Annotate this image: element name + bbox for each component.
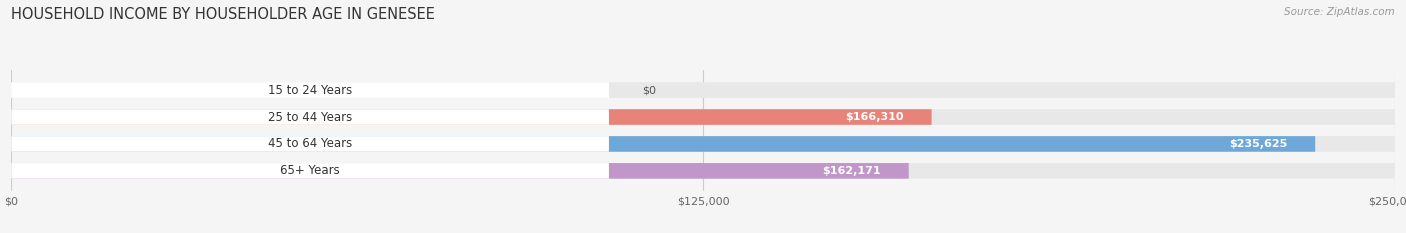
- Text: $166,310: $166,310: [845, 112, 904, 122]
- FancyBboxPatch shape: [11, 163, 609, 179]
- Text: 15 to 24 Years: 15 to 24 Years: [269, 84, 353, 97]
- FancyBboxPatch shape: [11, 82, 609, 98]
- FancyBboxPatch shape: [11, 109, 609, 125]
- Text: 65+ Years: 65+ Years: [280, 164, 340, 177]
- Text: 45 to 64 Years: 45 to 64 Years: [269, 137, 353, 151]
- FancyBboxPatch shape: [11, 163, 908, 179]
- FancyBboxPatch shape: [11, 109, 1395, 125]
- FancyBboxPatch shape: [11, 109, 932, 125]
- Text: $235,625: $235,625: [1229, 139, 1288, 149]
- Text: HOUSEHOLD INCOME BY HOUSEHOLDER AGE IN GENESEE: HOUSEHOLD INCOME BY HOUSEHOLDER AGE IN G…: [11, 7, 434, 22]
- Text: 25 to 44 Years: 25 to 44 Years: [269, 110, 353, 123]
- FancyBboxPatch shape: [11, 163, 1395, 179]
- FancyBboxPatch shape: [11, 136, 1315, 152]
- FancyBboxPatch shape: [11, 82, 1395, 98]
- FancyBboxPatch shape: [11, 136, 609, 152]
- FancyBboxPatch shape: [11, 136, 1395, 152]
- Text: $0: $0: [643, 85, 657, 95]
- Text: $162,171: $162,171: [823, 166, 882, 176]
- Text: Source: ZipAtlas.com: Source: ZipAtlas.com: [1284, 7, 1395, 17]
